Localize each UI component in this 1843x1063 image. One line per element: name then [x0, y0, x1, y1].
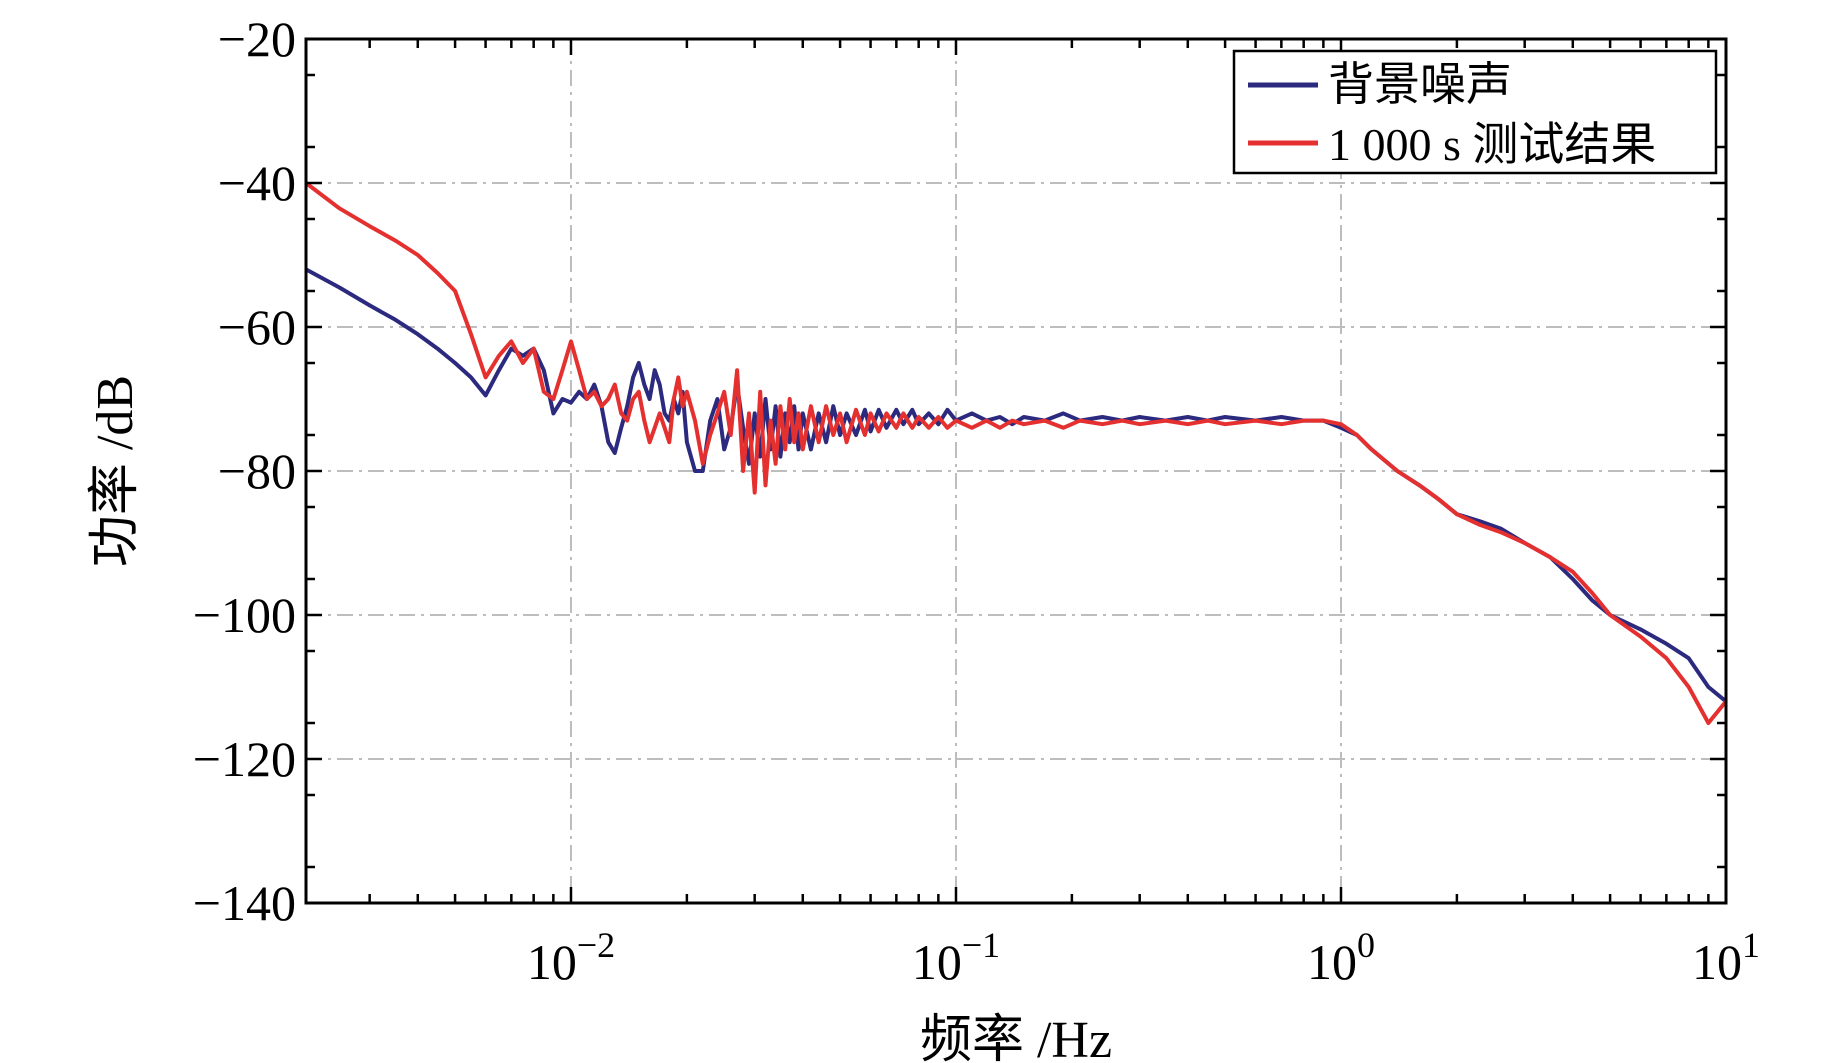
grid-lines [306, 39, 1726, 903]
series-line-test-result [304, 181, 1728, 725]
y-tick-label: −60 [218, 299, 296, 355]
y-tick-label: −140 [193, 875, 296, 931]
y-axis-label: 功率 /dB [87, 375, 144, 567]
x-tick-label: 10−1 [912, 925, 1000, 990]
series-layer [304, 181, 1728, 725]
legend-label-background-noise: 背景噪声 [1328, 59, 1512, 110]
legend-box [1232, 49, 1718, 175]
y-tick-label: −20 [218, 11, 296, 67]
tick-labels: 10−2 10−1 100 101 −20 −40 −60 −80 −100 −120 −140 [193, 11, 1760, 990]
y-tick-label: −40 [218, 155, 296, 211]
x-tick-label: 101 [1692, 925, 1760, 990]
legend: 背景噪声 1 000 s 测试结果 [1232, 49, 1718, 175]
x-axis-label: 频率 /Hz [920, 1012, 1112, 1063]
y-tick-label: −100 [193, 587, 296, 643]
y-tick-label: −120 [193, 731, 296, 787]
legend-label-test-result: 1 000 s 测试结果 [1328, 119, 1656, 170]
x-tick-label: 10−2 [527, 925, 615, 990]
y-tick-label: −80 [218, 443, 296, 499]
series-line-background-noise [305, 267, 1728, 703]
axis-ticks [306, 37, 1728, 905]
x-tick-label: 100 [1307, 925, 1375, 990]
